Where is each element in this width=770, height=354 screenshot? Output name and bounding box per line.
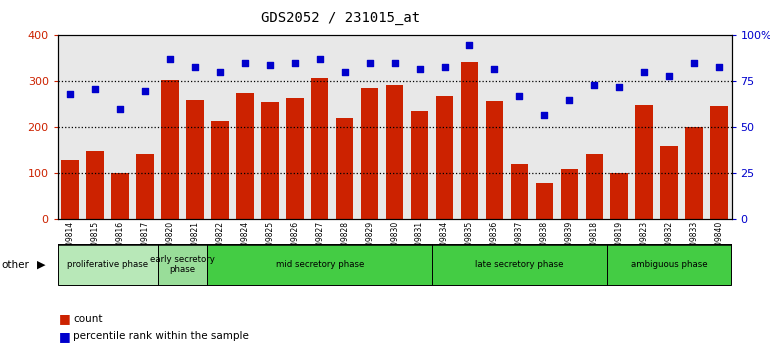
Point <box>289 60 301 66</box>
Point <box>563 97 575 103</box>
Bar <box>460 62 478 219</box>
Point <box>713 64 725 69</box>
Bar <box>710 106 728 219</box>
Bar <box>361 88 378 219</box>
Point <box>363 60 376 66</box>
Bar <box>286 98 303 219</box>
Bar <box>685 127 703 219</box>
Text: ▶: ▶ <box>37 259 45 270</box>
Text: other: other <box>2 259 29 270</box>
Point <box>488 66 500 72</box>
Bar <box>536 183 553 219</box>
Point <box>638 69 651 75</box>
Bar <box>411 111 428 219</box>
Bar <box>136 154 154 219</box>
Point <box>239 60 251 66</box>
Bar <box>585 154 603 219</box>
Point <box>339 69 351 75</box>
Text: count: count <box>73 314 102 324</box>
Point <box>464 42 476 47</box>
Point <box>588 82 601 88</box>
Point <box>413 66 426 72</box>
Text: ambiguous phase: ambiguous phase <box>631 260 708 269</box>
Text: proliferative phase: proliferative phase <box>67 260 148 269</box>
Bar <box>432 244 607 285</box>
Point <box>688 60 700 66</box>
Bar <box>62 160 79 219</box>
Bar <box>611 173 628 219</box>
Bar <box>158 244 207 285</box>
Point <box>313 57 326 62</box>
Bar <box>561 169 578 219</box>
Bar <box>112 173 129 219</box>
Bar <box>86 152 104 219</box>
Point <box>514 93 526 99</box>
Text: mid secretory phase: mid secretory phase <box>276 260 364 269</box>
Text: GDS2052 / 231015_at: GDS2052 / 231015_at <box>261 11 420 25</box>
Text: early secretory
phase: early secretory phase <box>150 255 215 274</box>
Point <box>139 88 151 93</box>
Point <box>89 86 102 92</box>
Bar <box>161 80 179 219</box>
Point <box>214 69 226 75</box>
Text: ■: ■ <box>59 330 70 343</box>
Bar <box>607 244 731 285</box>
Point <box>189 64 201 69</box>
Bar <box>486 101 503 219</box>
Bar <box>211 120 229 219</box>
Bar <box>261 102 279 219</box>
Text: percentile rank within the sample: percentile rank within the sample <box>73 331 249 341</box>
Bar <box>311 78 329 219</box>
Point <box>613 84 625 90</box>
Bar <box>661 146 678 219</box>
Bar <box>236 93 253 219</box>
Bar <box>386 85 403 219</box>
Point <box>388 60 400 66</box>
Bar <box>58 244 158 285</box>
Point <box>263 62 276 68</box>
Point <box>438 64 450 69</box>
Bar <box>186 100 204 219</box>
Point <box>663 73 675 79</box>
Point <box>64 91 76 97</box>
Bar <box>511 164 528 219</box>
Point <box>114 106 126 112</box>
Point <box>538 112 551 118</box>
Bar <box>336 118 353 219</box>
Bar <box>436 96 454 219</box>
Bar <box>635 105 653 219</box>
Text: late secretory phase: late secretory phase <box>475 260 564 269</box>
Text: ■: ■ <box>59 312 70 325</box>
Point <box>164 57 176 62</box>
Bar <box>207 244 432 285</box>
